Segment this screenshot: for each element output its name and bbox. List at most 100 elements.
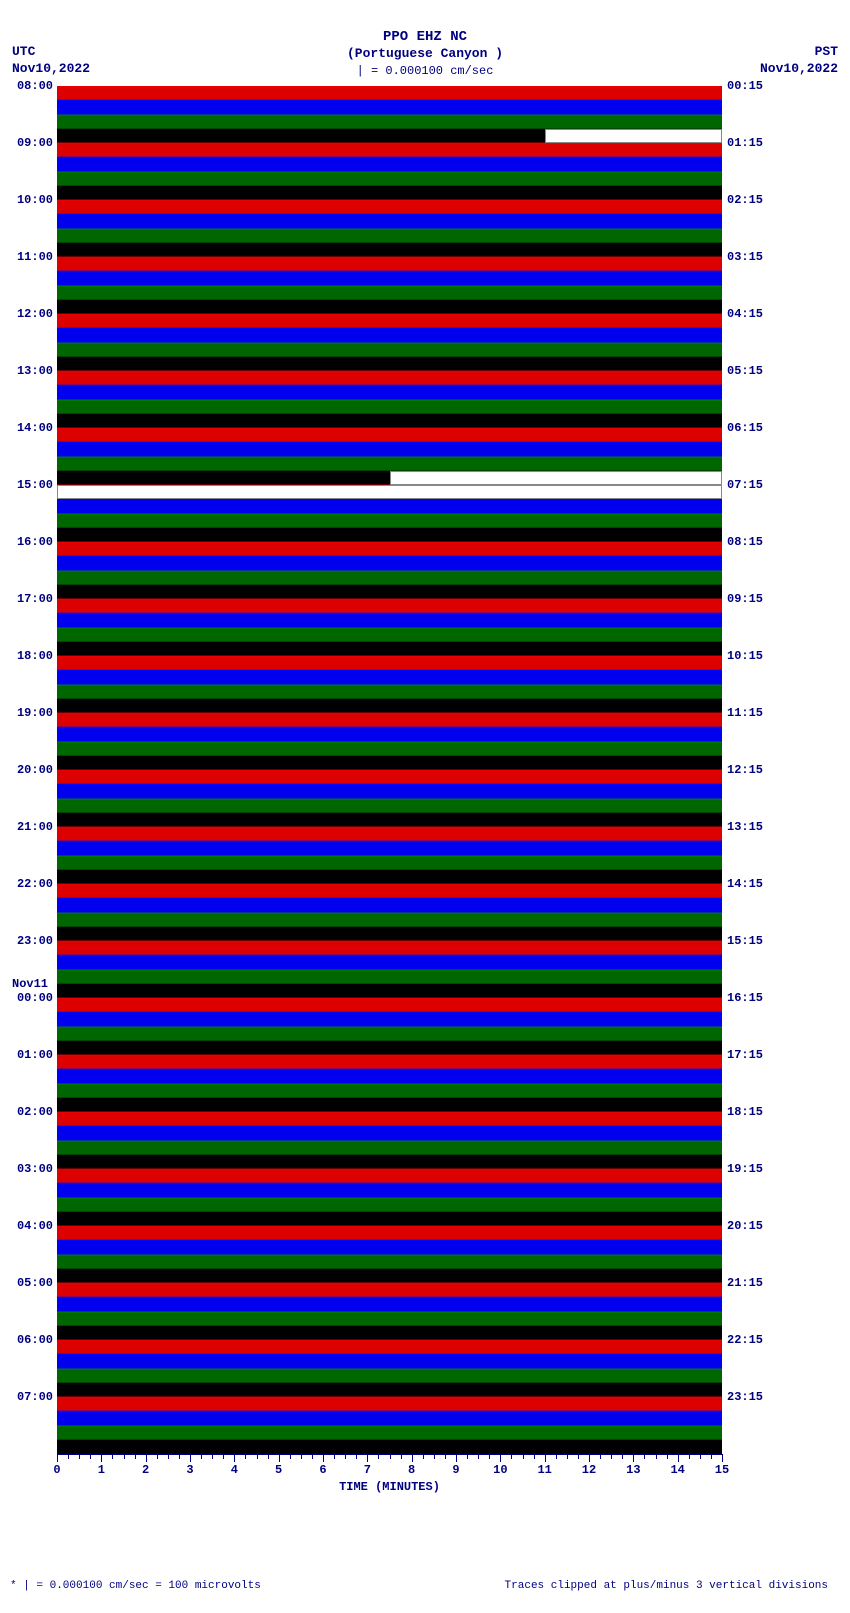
minute-label: 14 [670,1463,684,1477]
trace-segment [57,1126,722,1140]
minute-tick [412,1454,413,1462]
minute-tick-minor [600,1454,601,1459]
utc-time-label: 05:00 [17,1276,53,1290]
minute-label: 10 [493,1463,507,1477]
minute-tick-minor [667,1454,668,1459]
date-left: Nov10,2022 [12,61,90,78]
tz-left: UTC [12,44,90,61]
trace-segment [57,1084,722,1098]
trace-segment [57,927,722,941]
minute-tick-minor [356,1454,357,1459]
trace-segment [57,898,722,912]
minute-tick-minor [212,1454,213,1459]
pst-time-label: 03:15 [727,250,763,264]
minute-tick-minor [179,1454,180,1459]
trace-segment [57,115,722,129]
minute-tick-minor [312,1454,313,1459]
trace-segment [57,214,722,228]
trace-segment [57,414,722,428]
pst-time-label: 10:15 [727,649,763,663]
trace-segment [57,827,722,841]
trace-segment [57,670,722,684]
trace-segment [57,770,722,784]
trace-segment [57,571,722,585]
trace-segment [57,1240,722,1254]
minute-tick-minor [511,1454,512,1459]
minute-tick-minor [478,1454,479,1459]
minute-tick-minor [257,1454,258,1459]
trace-segment [57,756,722,770]
trace-segment [57,100,722,114]
utc-time-label: 09:00 [17,136,53,150]
trace-segment [57,271,722,285]
utc-time-label: 14:00 [17,421,53,435]
minute-tick [633,1454,634,1462]
minute-tick-minor [423,1454,424,1459]
minute-tick [234,1454,235,1462]
utc-time-label: 20:00 [17,763,53,777]
minute-tick-minor [700,1454,701,1459]
minute-tick-minor [711,1454,712,1459]
minute-label: 15 [715,1463,729,1477]
utc-time-label: 19:00 [17,706,53,720]
trace-segment [57,542,722,556]
trace-segment [57,1027,722,1041]
minute-tick [57,1454,58,1462]
trace-segment [57,799,722,813]
pst-time-label: 17:15 [727,1048,763,1062]
scale-line: | = 0.000100 cm/sec [0,64,850,78]
trace-segment [57,186,722,200]
trace-segment [57,457,722,471]
tz-right: PST [760,44,838,61]
minute-tick-minor [644,1454,645,1459]
minute-tick-minor [301,1454,302,1459]
minute-tick [678,1454,679,1462]
minute-axis: TIME (MINUTES) 0123456789101112131415 [57,1454,722,1514]
utc-time-label: 02:00 [17,1105,53,1119]
pst-time-label: 15:15 [727,934,763,948]
footer-left: * | = 0.000100 cm/sec = 100 microvolts [10,1580,261,1592]
trace-segment [57,1155,722,1169]
data-gap [545,129,722,143]
trace-segment [57,1183,722,1197]
minute-label: 11 [537,1463,551,1477]
trace-segment [57,685,722,699]
trace-segment [57,314,722,328]
trace-segment [57,1069,722,1083]
utc-time-label: 16:00 [17,535,53,549]
pst-time-label: 14:15 [727,877,763,891]
trace-segment [57,841,722,855]
minute-tick-minor [68,1454,69,1459]
trace-segment [57,699,722,713]
minute-tick-minor [689,1454,690,1459]
minute-tick-minor [290,1454,291,1459]
trace-segment [57,400,722,414]
pst-time-label: 09:15 [727,592,763,606]
trace-segment [57,1112,722,1126]
trace-segment [57,514,722,528]
trace-segment [57,1198,722,1212]
utc-time-label: 04:00 [17,1219,53,1233]
trace-segment [57,870,722,884]
trace-segment [57,1440,722,1454]
minute-tick [545,1454,546,1462]
trace-segment [57,172,722,186]
utc-time-label: 18:00 [17,649,53,663]
tz-left-block: UTC Nov10,2022 [12,44,90,78]
trace-segment [57,428,722,442]
date-right: Nov10,2022 [760,61,838,78]
minute-tick-minor [622,1454,623,1459]
pst-time-label: 23:15 [727,1390,763,1404]
minute-tick [500,1454,501,1462]
trace-segment [57,143,722,157]
minute-label: 5 [275,1463,282,1477]
trace-segment [57,1041,722,1055]
minute-tick-minor [90,1454,91,1459]
trace-segment [57,200,722,214]
minute-tick-minor [467,1454,468,1459]
utc-time-label: 10:00 [17,193,53,207]
utc-time-label: 00:00 [17,991,53,1005]
pst-time-label: 12:15 [727,763,763,777]
utc-time-label: 15:00 [17,478,53,492]
minute-label: 3 [186,1463,193,1477]
